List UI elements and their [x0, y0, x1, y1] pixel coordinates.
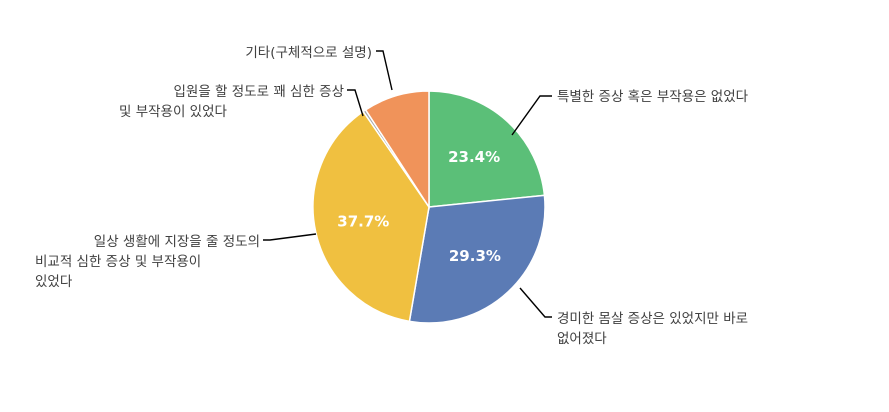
pie-slices	[312, 90, 546, 324]
leader-line-slice0	[511, 95, 552, 136]
label-slice0-line1: 특별한 증상 혹은 부작용은 없었다	[557, 89, 749, 105]
label-slice1-line2: 없어졌다	[557, 331, 607, 347]
pie-slice-0	[428, 90, 546, 208]
category-labels: 특별한 증상 혹은 부작용은 없었다 경미한 몸살 증상은 있었지만 바로 없어…	[35, 45, 749, 347]
label-slice3-line1: 입원을 할 정도로 꽤 심한 증상	[174, 84, 345, 100]
percentage-labels: 23.4% 29.3% 37.7%	[337, 148, 501, 265]
pie-slice-2	[312, 110, 430, 323]
value-label-slice-0: 23.4%	[448, 148, 500, 166]
value-label-slice-2: 37.7%	[337, 212, 389, 230]
label-slice1-line1: 경미한 몸살 증상은 있었지만 바로	[557, 311, 748, 327]
pie-slice-1	[408, 194, 546, 324]
label-slice2-line1: 일상 생활에 지장을 줄 정도의	[94, 234, 260, 250]
value-label-slice-1: 29.3%	[449, 247, 501, 265]
leader-line-slice1	[519, 287, 552, 318]
pie-slice-4	[364, 90, 430, 210]
leader-line-slice4	[376, 50, 393, 91]
label-slice2-line2: 비교적 심한 증상 및 부작용이	[35, 254, 201, 270]
leader-line-slice3	[347, 89, 364, 117]
leader-lines	[263, 50, 552, 318]
label-slice2-line3: 있었다	[35, 274, 73, 290]
leader-line-slice2	[263, 233, 317, 241]
label-slice4-line1: 기타(구체적으로 설명)	[245, 45, 372, 61]
label-slice3-line2: 및 부작용이 있었다	[119, 104, 228, 120]
